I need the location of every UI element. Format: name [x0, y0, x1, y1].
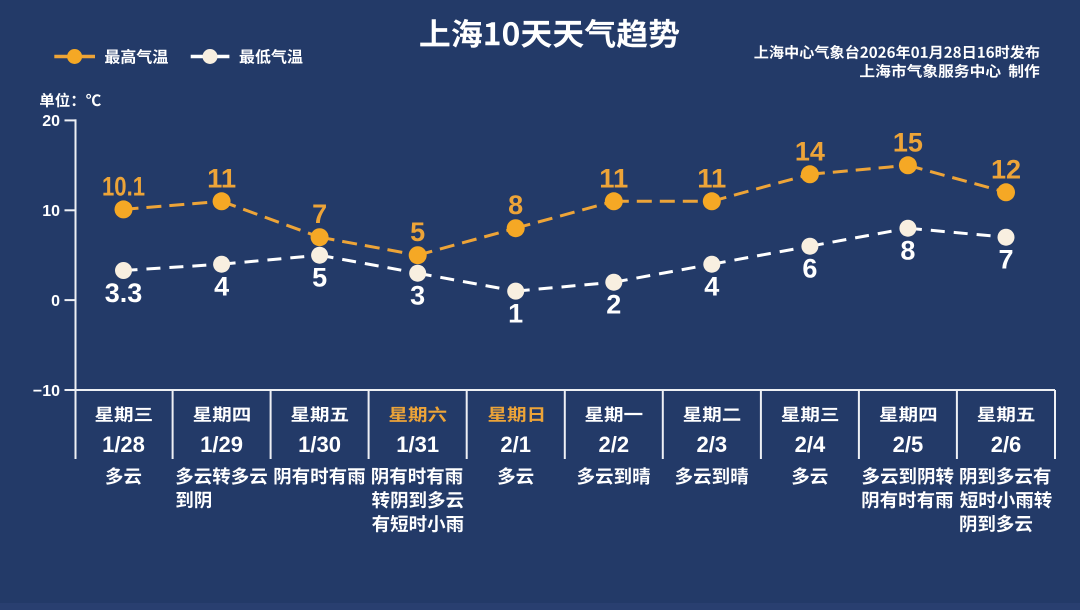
svg-text:4: 4 — [214, 272, 229, 302]
svg-text:2/2: 2/2 — [599, 432, 630, 457]
svg-text:8: 8 — [900, 236, 915, 266]
svg-text:2/4: 2/4 — [795, 432, 826, 457]
svg-text:10.1: 10.1 — [102, 171, 145, 201]
svg-text:3: 3 — [410, 281, 425, 311]
svg-text:6: 6 — [802, 254, 817, 284]
svg-text:2/5: 2/5 — [893, 432, 924, 457]
svg-text:1: 1 — [508, 299, 523, 329]
svg-text:20: 20 — [42, 113, 60, 130]
svg-text:3.3: 3.3 — [105, 278, 143, 308]
svg-text:7: 7 — [998, 245, 1013, 275]
svg-text:0: 0 — [51, 293, 60, 310]
svg-text:10: 10 — [42, 203, 60, 220]
svg-text:12: 12 — [991, 154, 1021, 184]
svg-text:15: 15 — [893, 127, 923, 157]
svg-text:5: 5 — [312, 263, 327, 293]
svg-text:7: 7 — [312, 199, 327, 229]
svg-text:2/3: 2/3 — [697, 432, 728, 457]
svg-text:1/30: 1/30 — [298, 432, 341, 457]
svg-text:2/1: 2/1 — [500, 432, 531, 457]
svg-text:14: 14 — [795, 136, 825, 166]
svg-text:5: 5 — [410, 217, 425, 247]
svg-text:11: 11 — [599, 163, 628, 193]
svg-text:1/28: 1/28 — [102, 432, 145, 457]
svg-text:11: 11 — [207, 163, 236, 193]
svg-text:11: 11 — [697, 163, 726, 193]
svg-text:−10: −10 — [33, 383, 60, 400]
svg-text:1/29: 1/29 — [200, 432, 243, 457]
svg-text:2/6: 2/6 — [991, 432, 1022, 457]
svg-text:4: 4 — [704, 272, 719, 302]
svg-text:1/31: 1/31 — [396, 432, 439, 457]
svg-text:2: 2 — [606, 290, 621, 320]
svg-text:8: 8 — [508, 190, 523, 220]
